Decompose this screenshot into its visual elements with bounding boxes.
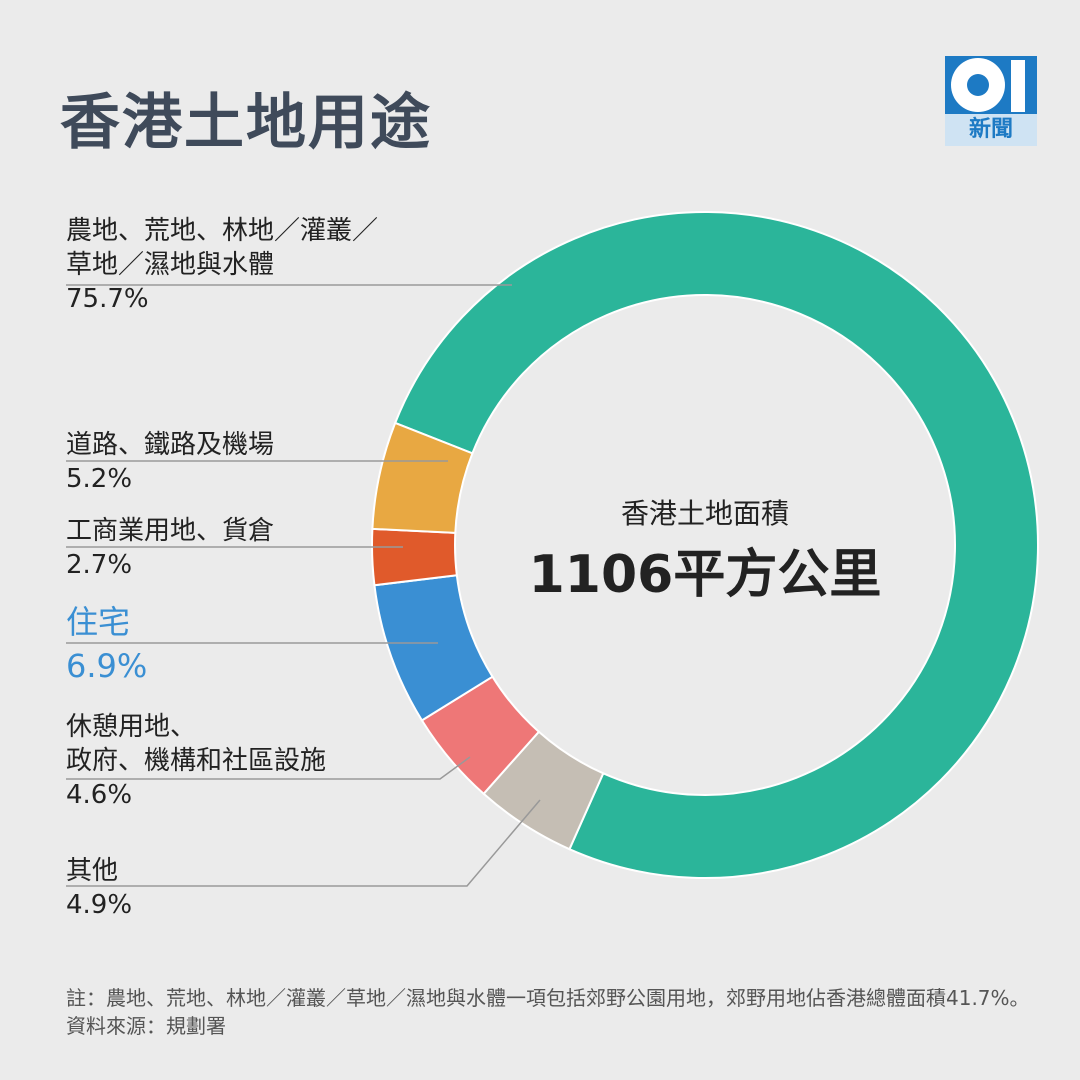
leader-line — [66, 799, 541, 887]
donut-slice-5 — [371, 421, 474, 534]
label-value: 5.2% — [66, 464, 133, 494]
label-value: 2.7% — [66, 550, 133, 580]
source-text: 資料來源：規劃署 — [66, 1014, 226, 1038]
label-text: 道路、鐵路及機場 — [66, 430, 275, 460]
center-label: 香港土地面積 — [620, 497, 789, 530]
note-text: 註：農地、荒地、林地／灌叢／草地／濕地與水體一項包括郊野公園用地，郊野用地佔香港… — [66, 986, 1030, 1010]
label-text: 政府、機構和社區設施 — [66, 746, 327, 776]
label-natural: 農地、荒地、林地／灌叢／ 草地／濕地與水體 75.7% — [66, 214, 378, 316]
label-gic: 休憩用地、政府、機構和社區設施 4.6% — [66, 710, 326, 812]
center-value: 1106平方公里 — [528, 545, 882, 605]
page-title: 香港土地用途 — [60, 88, 432, 158]
label-value: 4.6% — [66, 780, 133, 810]
label-value: 4.9% — [66, 890, 133, 920]
label-text: 住宅 — [66, 603, 131, 641]
footnote: 註：農地、荒地、林地／灌叢／草地／濕地與水體一項包括郊野公園用地，郊野用地佔香港… — [66, 984, 1046, 1040]
label-other: 其他 4.9% — [66, 854, 132, 922]
label-transport: 道路、鐵路及機場 5.2% — [66, 428, 274, 496]
label-residential: 住宅 6.9% — [66, 600, 147, 688]
leader-lines — [66, 284, 541, 887]
label-value: 6.9% — [66, 647, 148, 685]
label-text: 其他 — [66, 856, 119, 886]
leader-line — [66, 756, 471, 780]
label-value: 75.7% — [66, 284, 149, 314]
label-text: 農地、荒地、林地／灌叢／ — [66, 216, 379, 246]
donut-slice-4 — [371, 527, 458, 587]
logo-text: 新聞 — [945, 114, 1037, 146]
label-text: 草地／濕地與水體 — [66, 250, 275, 280]
label-text: 工商業用地、貨倉 — [66, 516, 275, 546]
donut-slice-0 — [393, 211, 1039, 879]
hk01-logo: 新聞 — [945, 56, 1037, 146]
label-industrial: 工商業用地、貨倉 2.7% — [66, 514, 274, 582]
label-text: 休憩用地、 — [66, 712, 197, 742]
